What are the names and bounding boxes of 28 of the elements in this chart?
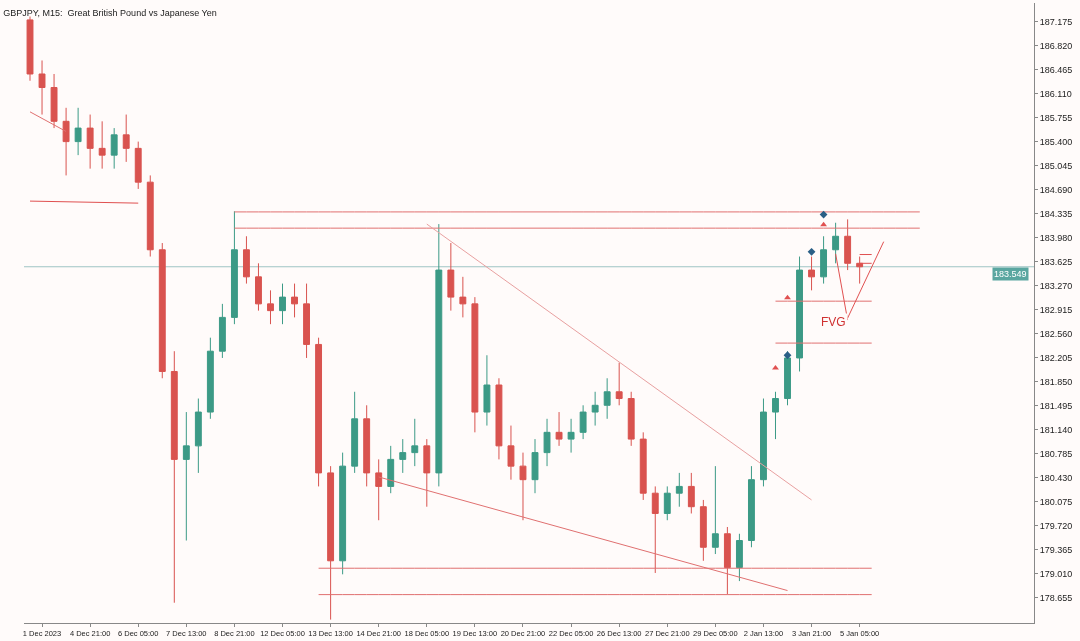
y-tick-label: 185.400 bbox=[1039, 136, 1073, 147]
y-tick-label: 186.110 bbox=[1039, 88, 1072, 99]
y-tick-label: 185.045 bbox=[1039, 160, 1073, 171]
y-tick-label: 186.820 bbox=[1039, 40, 1073, 51]
y-tick-label: 183.625 bbox=[1039, 256, 1073, 267]
y-tick-label: 185.755 bbox=[1039, 112, 1073, 123]
y-tick-label: 179.010 bbox=[1039, 568, 1073, 579]
y-tick-label: 182.560 bbox=[1039, 328, 1073, 339]
y-tick-label: 180.430 bbox=[1039, 472, 1073, 483]
y-tick-label: 181.850 bbox=[1039, 376, 1073, 387]
y-tick-label: 180.785 bbox=[1039, 448, 1073, 459]
y-tick-label: 182.915 bbox=[1039, 304, 1073, 315]
y-tick-label: 179.720 bbox=[1039, 520, 1073, 531]
text: GBPJPY, M15: Great British Pound vs Japanese Yen bbox=[3, 7, 217, 18]
y-tick-label: 184.690 bbox=[1039, 184, 1073, 195]
y-tick-label: 181.140 bbox=[1039, 424, 1073, 435]
y-tick-label: 178.655 bbox=[1039, 592, 1073, 603]
y-tick-label: 182.205 bbox=[1039, 352, 1073, 363]
y-tick-label: 179.365 bbox=[1039, 544, 1073, 555]
y-tick-label: 183.270 bbox=[1039, 280, 1073, 291]
y-tick-label: 184.335 bbox=[1039, 208, 1073, 219]
ref-line-label: 183.549 bbox=[994, 269, 1027, 279]
y-tick-label: 181.495 bbox=[1039, 400, 1073, 411]
y-tick-label: 187.175 bbox=[1039, 16, 1073, 27]
y-tick-label: 183.980 bbox=[1039, 232, 1073, 243]
annotation: FVG bbox=[821, 315, 846, 329]
y-tick-label: 186.465 bbox=[1039, 64, 1073, 75]
y-tick-label: 180.075 bbox=[1039, 496, 1073, 507]
